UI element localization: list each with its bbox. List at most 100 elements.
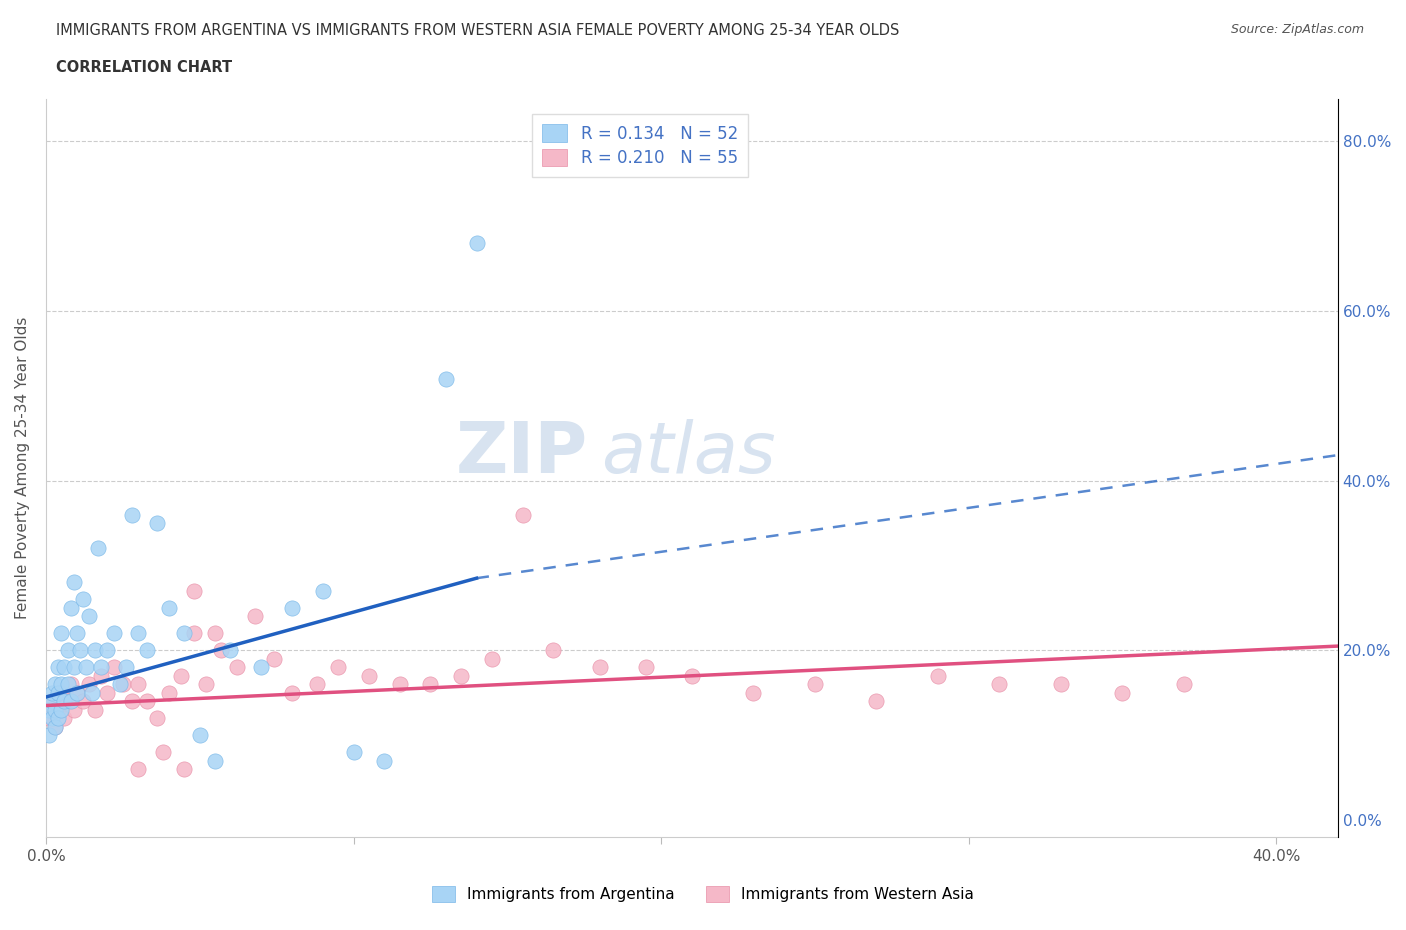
Point [66,626,89,641]
Point [38,728,60,743]
Point [59,677,82,692]
Point [804,677,827,692]
Point [145,515,167,530]
Point [46,711,69,725]
Point [53,660,76,675]
Point [56,643,79,658]
Point [72,592,94,607]
Point [41,711,63,725]
Point [77,677,100,692]
Point [44,719,66,734]
Point [312,583,335,598]
Point [44,677,66,692]
Point [263,651,285,666]
Point [66,685,89,700]
Point [419,677,441,692]
Point [588,660,610,675]
Point [96,685,118,700]
Point [77,609,100,624]
Point [53,694,76,709]
Point [44,719,66,734]
Point [326,660,349,675]
Point [204,626,226,641]
Point [152,745,174,760]
Point [62,575,84,590]
Point [59,694,82,709]
Point [465,235,488,250]
Text: CORRELATION CHART: CORRELATION CHART [56,60,232,75]
Point [82,685,104,700]
Point [145,711,167,725]
Point [108,677,131,692]
Point [103,626,125,641]
Point [204,753,226,768]
Point [121,507,143,522]
Text: ZIP: ZIP [456,418,589,487]
Point [127,762,149,777]
Point [51,702,73,717]
Point [46,702,69,717]
Point [1173,677,1195,692]
Point [243,609,266,624]
Point [41,694,63,709]
Point [543,643,565,658]
Point [681,669,703,684]
Point [927,669,949,684]
Point [742,685,765,700]
Point [44,702,66,717]
Point [281,601,304,616]
Point [41,694,63,709]
Point [225,660,247,675]
Point [103,660,125,675]
Y-axis label: Female Poverty Among 25-34 Year Olds: Female Poverty Among 25-34 Year Olds [15,317,30,619]
Point [136,643,159,658]
Point [173,626,195,641]
Point [1050,677,1073,692]
Point [170,669,193,684]
Point [51,677,73,692]
Point [188,728,211,743]
Point [127,626,149,641]
Point [450,669,472,684]
Point [46,660,69,675]
Point [38,702,60,717]
Point [136,694,159,709]
Point [434,371,457,386]
Point [72,694,94,709]
Point [90,660,112,675]
Point [66,685,89,700]
Point [84,643,107,658]
Point [75,660,97,675]
Point [634,660,657,675]
Point [121,694,143,709]
Point [194,677,217,692]
Point [250,660,273,675]
Point [388,677,411,692]
Point [53,711,76,725]
Point [281,685,304,700]
Point [209,643,232,658]
Point [62,660,84,675]
Point [59,601,82,616]
Point [115,660,138,675]
Point [183,583,205,598]
Point [342,745,364,760]
Point [62,702,84,717]
Point [38,711,60,725]
Point [512,507,534,522]
Point [87,541,110,556]
Point [305,677,328,692]
Point [111,677,134,692]
Point [988,677,1011,692]
Point [46,685,69,700]
Point [69,643,91,658]
Point [219,643,242,658]
Text: Source: ZipAtlas.com: Source: ZipAtlas.com [1230,23,1364,36]
Point [357,669,380,684]
Point [51,626,73,641]
Point [157,685,180,700]
Point [481,651,503,666]
Text: atlas: atlas [602,418,776,487]
Point [41,685,63,700]
Point [373,753,395,768]
